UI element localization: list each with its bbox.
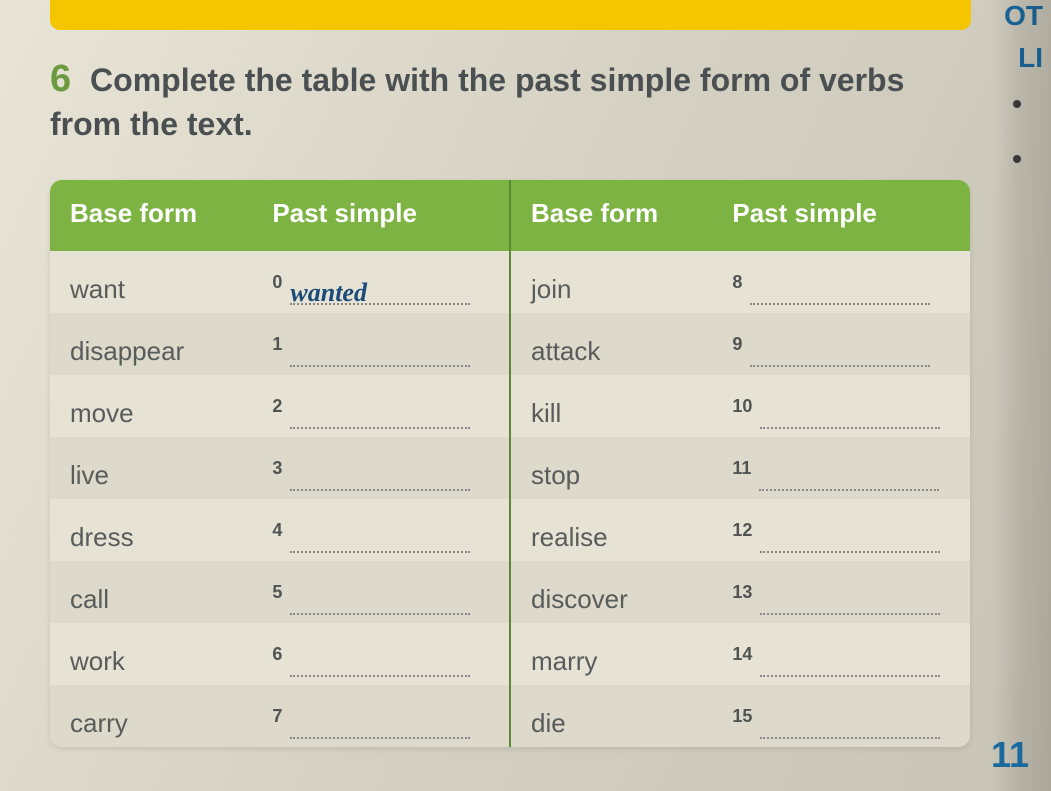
header-base-form-1: Base form — [50, 180, 252, 251]
past-simple-cell: 3 — [252, 437, 510, 499]
table-body: want 0 wanted join 8 disappear 1 attack 9 move 2 ki… — [50, 251, 970, 747]
answer-blank[interactable] — [760, 649, 940, 677]
item-number: 1 — [272, 334, 282, 354]
header-past-simple-1: Past simple — [252, 180, 510, 251]
exercise-number: 6 — [50, 58, 71, 100]
item-number: 11 — [732, 458, 751, 478]
past-simple-cell: 11 — [712, 437, 970, 499]
item-number: 7 — [272, 706, 282, 726]
header-base-form-2: Base form — [510, 180, 712, 251]
past-simple-cell: 4 — [252, 499, 510, 561]
table-row: carry 7 die 15 — [50, 685, 970, 747]
past-simple-cell: 6 — [252, 623, 510, 685]
item-number: 10 — [732, 396, 752, 416]
answer-blank[interactable] — [759, 463, 939, 491]
base-form-cell: kill — [510, 375, 712, 437]
past-simple-cell: 9 — [712, 313, 970, 375]
page-container: 6 Complete the table with the past simpl… — [0, 0, 1051, 791]
base-form-cell: die — [510, 685, 712, 747]
base-form-cell: work — [50, 623, 252, 685]
item-number: 12 — [732, 520, 752, 540]
base-form-cell: carry — [50, 685, 252, 747]
table-row: dress 4 realise 12 — [50, 499, 970, 561]
base-form-cell: stop — [510, 437, 712, 499]
item-number: 5 — [272, 582, 282, 602]
table-row: move 2 kill 10 — [50, 375, 970, 437]
item-number: 2 — [272, 396, 282, 416]
base-form-cell: marry — [510, 623, 712, 685]
past-simple-cell: 10 — [712, 375, 970, 437]
yellow-header-bar — [50, 0, 971, 30]
base-form-cell: disappear — [50, 313, 252, 375]
past-simple-cell: 12 — [712, 499, 970, 561]
answer-blank[interactable] — [290, 587, 470, 615]
base-form-cell: attack — [510, 313, 712, 375]
past-simple-cell: 13 — [712, 561, 970, 623]
past-simple-cell: 5 — [252, 561, 510, 623]
table-row: call 5 discover 13 — [50, 561, 970, 623]
item-number: 13 — [732, 582, 752, 602]
past-simple-cell: 8 — [712, 251, 970, 313]
table-row: live 3 stop 11 — [50, 437, 970, 499]
base-form-cell: want — [50, 251, 252, 313]
table-row: want 0 wanted join 8 — [50, 251, 970, 313]
answer-blank[interactable] — [760, 587, 940, 615]
answer-blank[interactable] — [750, 339, 930, 367]
answer-blank[interactable]: wanted — [290, 277, 470, 305]
base-form-cell: call — [50, 561, 252, 623]
answer-blank[interactable] — [290, 525, 470, 553]
answer-blank[interactable] — [750, 277, 930, 305]
answer-blank[interactable] — [290, 339, 470, 367]
handwritten-answer: wanted — [290, 278, 367, 307]
base-form-cell: discover — [510, 561, 712, 623]
past-simple-cell: 2 — [252, 375, 510, 437]
item-number: 0 — [272, 272, 282, 292]
base-form-cell: live — [50, 437, 252, 499]
item-number: 3 — [272, 458, 282, 478]
base-form-cell: dress — [50, 499, 252, 561]
answer-blank[interactable] — [290, 649, 470, 677]
answer-blank[interactable] — [760, 711, 940, 739]
answer-blank[interactable] — [760, 401, 940, 429]
page-number: 11 — [991, 734, 1029, 776]
base-form-cell: move — [50, 375, 252, 437]
item-number: 4 — [272, 520, 282, 540]
page-shadow — [991, 0, 1051, 791]
answer-blank[interactable] — [290, 401, 470, 429]
past-simple-cell: 1 — [252, 313, 510, 375]
verb-table: Base form Past simple Base form Past sim… — [50, 180, 970, 747]
item-number: 15 — [732, 706, 752, 726]
header-past-simple-2: Past simple — [712, 180, 970, 251]
base-form-cell: realise — [510, 499, 712, 561]
past-simple-cell: 0 wanted — [252, 251, 510, 313]
instruction-text: Complete the table with the past simple … — [50, 62, 904, 142]
past-simple-cell: 15 — [712, 685, 970, 747]
table-row: work 6 marry 14 — [50, 623, 970, 685]
base-form-cell: join — [510, 251, 712, 313]
item-number: 14 — [732, 644, 752, 664]
item-number: 6 — [272, 644, 282, 664]
answer-blank[interactable] — [290, 463, 470, 491]
item-number: 8 — [732, 272, 742, 292]
table-row: disappear 1 attack 9 — [50, 313, 970, 375]
table-header: Base form Past simple Base form Past sim… — [50, 180, 970, 251]
answer-blank[interactable] — [760, 525, 940, 553]
item-number: 9 — [732, 334, 742, 354]
answer-blank[interactable] — [290, 711, 470, 739]
exercise-instruction: 6 Complete the table with the past simpl… — [50, 55, 971, 146]
past-simple-cell: 7 — [252, 685, 510, 747]
past-simple-cell: 14 — [712, 623, 970, 685]
